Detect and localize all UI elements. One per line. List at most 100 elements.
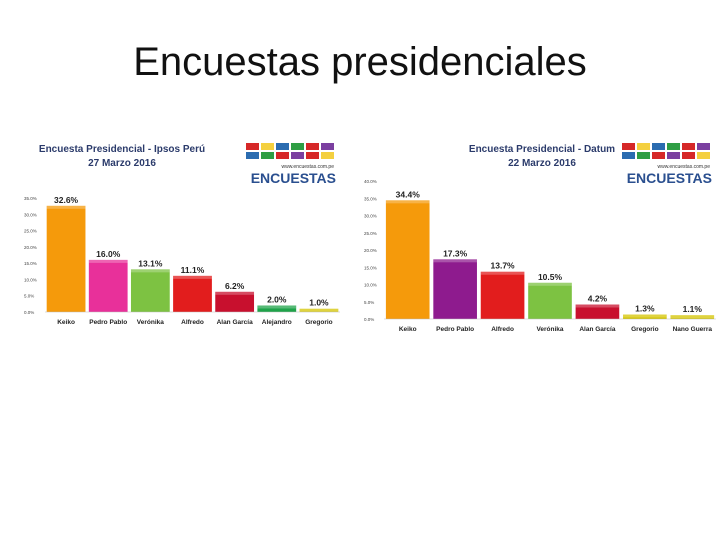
logo-stripe (652, 143, 665, 150)
y-tick-label: 20.0% (24, 245, 37, 250)
bar-5 (623, 314, 667, 319)
bar-4 (215, 291, 255, 312)
logo-stripe (246, 143, 259, 150)
logo-stripe (697, 152, 710, 159)
logo-stripe (622, 143, 635, 150)
bar-sheen (670, 315, 715, 319)
logo-stripe (622, 152, 635, 159)
bar-sheen (385, 200, 430, 204)
chart-date: 27 Marzo 2016 (88, 158, 156, 169)
logo-stripe (306, 152, 319, 159)
logo-stripe (306, 143, 319, 150)
bar-value-label: 1.0% (309, 298, 329, 308)
bar-value-label: 13.7% (491, 261, 516, 271)
logo-stripe (682, 152, 695, 159)
bar-sheen (528, 282, 572, 286)
y-tick-label: 15.0% (364, 265, 377, 270)
category-label: Pedro Pablo (436, 326, 474, 333)
bar-0 (385, 200, 430, 319)
bar-value-label: 11.1% (181, 265, 205, 275)
logo-stripe (637, 143, 650, 150)
chart-title: Encuesta Presidencial - Ipsos Perú (39, 144, 205, 155)
logo-name: ENCUESTAS (251, 170, 336, 186)
chart-date: 22 Marzo 2016 (508, 158, 576, 169)
y-tick-label: 0.0% (24, 310, 34, 315)
bar-sheen (88, 259, 128, 263)
logo-stripe (276, 152, 289, 159)
logo-name: ENCUESTAS (627, 170, 712, 186)
logo-stripe (291, 152, 304, 159)
y-tick-label: 5.0% (24, 294, 34, 299)
bar-3 (528, 282, 572, 319)
bar-value-label: 1.3% (635, 304, 655, 314)
category-label: Keiko (399, 326, 417, 333)
category-label: Keiko (57, 319, 75, 326)
chart-title: Encuesta Presidencial - Datum (469, 144, 615, 155)
bar-1 (433, 259, 477, 319)
bar-value-label: 34.4% (396, 189, 421, 199)
bar-sheen (130, 269, 170, 273)
bar-sheen (433, 259, 477, 263)
logo-stripe (637, 152, 650, 159)
category-label: Alfredo (181, 319, 204, 326)
bar-value-label: 17.3% (443, 248, 468, 258)
logo-stripe (276, 143, 289, 150)
logo-stripe (321, 152, 334, 159)
logo-stripe (246, 152, 259, 159)
datum-bar-chart: Encuesta Presidencial - Datum 22 Marzo 20… (364, 143, 716, 333)
bar-1 (88, 259, 128, 312)
bar-5 (257, 305, 297, 312)
category-label: Nano Guerra (673, 326, 713, 333)
y-axis: 0.0% 5.0% 10.0% 15.0% 20.0% 25.0% 30.0% 35.0% 40… (364, 179, 377, 322)
y-tick-label: 30.0% (24, 212, 37, 217)
logo-stripe (667, 143, 680, 150)
y-tick-label: 25.0% (364, 231, 377, 236)
logo-stripe (261, 143, 274, 150)
bar-2 (130, 269, 170, 312)
y-tick-label: 30.0% (364, 214, 377, 219)
bar-sheen (623, 314, 667, 318)
bar-value-label: 4.2% (588, 294, 608, 304)
category-label: Verónika (137, 319, 164, 326)
logo-url: www.encuestas.com.pe (281, 164, 334, 170)
bar-sheen (215, 291, 255, 295)
y-axis: 0.0% 5.0% 10.0% 15.0% 20.0% 25.0% 30.0% 35.0% (24, 196, 37, 315)
bar-value-label: 2.0% (267, 294, 287, 304)
bar-value-label: 10.5% (538, 272, 563, 282)
logo-stripe (291, 143, 304, 150)
bar-value-label: 1.1% (683, 304, 703, 314)
y-tick-label: 40.0% (364, 179, 377, 184)
logo-stripe (697, 143, 710, 150)
category-label: Gregorio (631, 326, 658, 333)
category-label: Gregorio (305, 319, 332, 326)
bar-4 (575, 304, 620, 319)
bar-sheen (299, 308, 339, 312)
y-tick-label: 15.0% (24, 261, 37, 266)
y-tick-label: 35.0% (24, 196, 37, 201)
bar-0 (46, 205, 86, 312)
bar-sheen (575, 304, 620, 308)
y-tick-label: 25.0% (24, 229, 37, 234)
bar-sheen (46, 205, 86, 209)
bar-value-label: 6.2% (225, 281, 245, 291)
datum-chart-panel: Encuesta Presidencial - Datum 22 Marzo 20… (362, 135, 718, 335)
y-tick-label: 5.0% (364, 300, 374, 305)
bar-sheen (257, 305, 297, 309)
y-tick-label: 35.0% (364, 196, 377, 201)
logo-stripe (321, 143, 334, 150)
logo-url: www.encuestas.com.pe (657, 164, 710, 170)
y-tick-label: 0.0% (364, 317, 374, 322)
category-label: Alan García (579, 326, 616, 333)
logo-stripe (652, 152, 665, 159)
logo-stripe (261, 152, 274, 159)
category-label: Pedro Pablo (89, 319, 127, 326)
bar-value-label: 13.1% (138, 258, 163, 268)
bar-value-label: 16.0% (96, 249, 121, 259)
logo-stripe (667, 152, 680, 159)
logo-stripe (682, 143, 695, 150)
bar-3 (173, 275, 212, 312)
category-label: Alejandro (262, 319, 292, 326)
bar-sheen (173, 275, 212, 279)
